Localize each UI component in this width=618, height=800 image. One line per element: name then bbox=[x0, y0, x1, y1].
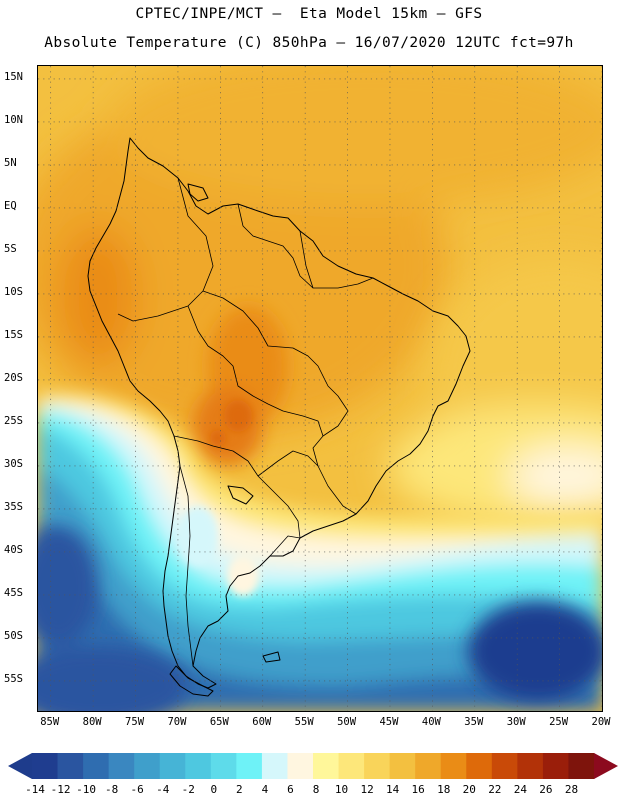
coastlines bbox=[87, 137, 471, 697]
lat-tick-label: 25S bbox=[4, 414, 23, 427]
colorbar-swatch bbox=[32, 753, 58, 779]
lon-tick-label: 45W bbox=[379, 716, 399, 728]
colorbar-swatch bbox=[159, 753, 186, 779]
colorbar-tick-label: 12 bbox=[360, 783, 374, 796]
colorbar-tick-label: 10 bbox=[334, 783, 349, 796]
colorbar-swatch bbox=[415, 753, 442, 779]
lon-tick-label: 25W bbox=[549, 716, 569, 728]
colorbar-swatch bbox=[338, 753, 365, 779]
colorbar-tick-label: -8 bbox=[105, 783, 119, 796]
colorbar-swatch bbox=[568, 753, 595, 779]
colorbar-swatch bbox=[134, 753, 161, 779]
colorbar-swatch bbox=[236, 753, 263, 779]
colorbar-swatch bbox=[83, 753, 110, 779]
lat-tick-label: 55S bbox=[4, 672, 23, 685]
colorbar-swatch bbox=[261, 753, 288, 779]
colorbar-tick-label: 18 bbox=[437, 783, 451, 796]
colorbar-tick-label: -2 bbox=[181, 783, 195, 796]
political-borders bbox=[117, 177, 374, 667]
colorbar-tick-label: -10 bbox=[76, 783, 97, 796]
colorbar-swatch bbox=[364, 753, 391, 779]
lon-tick-label: 65W bbox=[209, 716, 229, 728]
lat-tick-label: 45S bbox=[4, 586, 23, 599]
lat-tick-label: EQ bbox=[4, 199, 17, 212]
colorbar-tick-label: 0 bbox=[210, 783, 218, 796]
lat-tick-label: 50S bbox=[4, 629, 23, 642]
colorbar-tick-label: 22 bbox=[488, 783, 502, 796]
colorbar-tick-label: 20 bbox=[462, 783, 476, 796]
lon-tick-label: 60W bbox=[252, 716, 272, 728]
colorbar-tick-label: -12 bbox=[50, 783, 71, 796]
lon-tick-label: 55W bbox=[294, 716, 314, 728]
colorbar-swatch bbox=[185, 753, 212, 779]
colorbar-tick-label: 8 bbox=[312, 783, 320, 796]
lon-tick-label: 50W bbox=[337, 716, 357, 728]
graticule bbox=[38, 66, 602, 711]
lat-tick-label: 35S bbox=[4, 500, 23, 513]
lon-tick-label: 70W bbox=[167, 716, 187, 728]
lon-tick-label: 85W bbox=[40, 716, 60, 728]
colorbar-tick-label: 4 bbox=[261, 783, 269, 796]
colorbar-tick-label: -4 bbox=[156, 783, 170, 796]
lat-tick-label: 20S bbox=[4, 371, 23, 384]
lat-tick-label: 15S bbox=[4, 328, 23, 341]
colorbar-max-arrow bbox=[594, 753, 618, 779]
lat-tick-label: 5N bbox=[4, 156, 17, 169]
colorbar-swatch bbox=[542, 753, 569, 779]
lon-tick-label: 40W bbox=[421, 716, 441, 728]
colorbar-swatch bbox=[491, 753, 518, 779]
colorbar-min-arrow bbox=[8, 753, 32, 779]
colorbar-tick-label: 6 bbox=[287, 783, 294, 796]
colorbar-tick-label: 24 bbox=[513, 783, 527, 796]
lon-tick-label: 35W bbox=[464, 716, 484, 728]
colorbar-swatch bbox=[517, 753, 544, 779]
lon-tick-label: 20W bbox=[591, 716, 611, 728]
colorbar-swatch bbox=[313, 753, 339, 779]
colorbar-swatch bbox=[57, 753, 84, 779]
lat-tick-label: 40S bbox=[4, 543, 23, 556]
colorbar-swatch bbox=[466, 753, 493, 779]
colorbar-tick-label: 14 bbox=[386, 783, 400, 796]
title-line-2: Absolute Temperature (C) 850hPa – 16/07/… bbox=[44, 35, 574, 51]
lat-tick-label: 10N bbox=[4, 113, 23, 126]
colorbar-tick-label: 26 bbox=[539, 783, 553, 796]
lat-tick-label: 15N bbox=[4, 70, 23, 83]
colorbar-swatch bbox=[389, 753, 416, 779]
colorbar-tick-label: -14 bbox=[25, 783, 45, 796]
colorbar-swatch bbox=[108, 753, 135, 779]
colorbar-swatch bbox=[287, 753, 314, 779]
colorbar-tick-label: 2 bbox=[236, 783, 243, 796]
lat-tick-label: 30S bbox=[4, 457, 23, 470]
colorbar-swatch bbox=[440, 753, 467, 779]
temperature-map bbox=[37, 65, 603, 712]
lon-tick-label: 30W bbox=[506, 716, 526, 728]
colorbar-tick-label: 28 bbox=[564, 783, 579, 796]
lon-tick-label: 75W bbox=[125, 716, 145, 728]
title-line-1: CPTEC/INPE/MCT – Eta Model 15km – GFS bbox=[135, 6, 483, 22]
lat-tick-label: 10S bbox=[4, 285, 23, 298]
colorbar-tick-label: 16 bbox=[411, 783, 425, 796]
map-canvas bbox=[38, 66, 602, 711]
colorbar-swatch bbox=[210, 753, 237, 779]
colorbar-tick-label: -6 bbox=[130, 783, 144, 796]
colorbar bbox=[8, 753, 618, 779]
lon-tick-label: 80W bbox=[82, 716, 102, 728]
lat-tick-label: 5S bbox=[4, 242, 17, 255]
